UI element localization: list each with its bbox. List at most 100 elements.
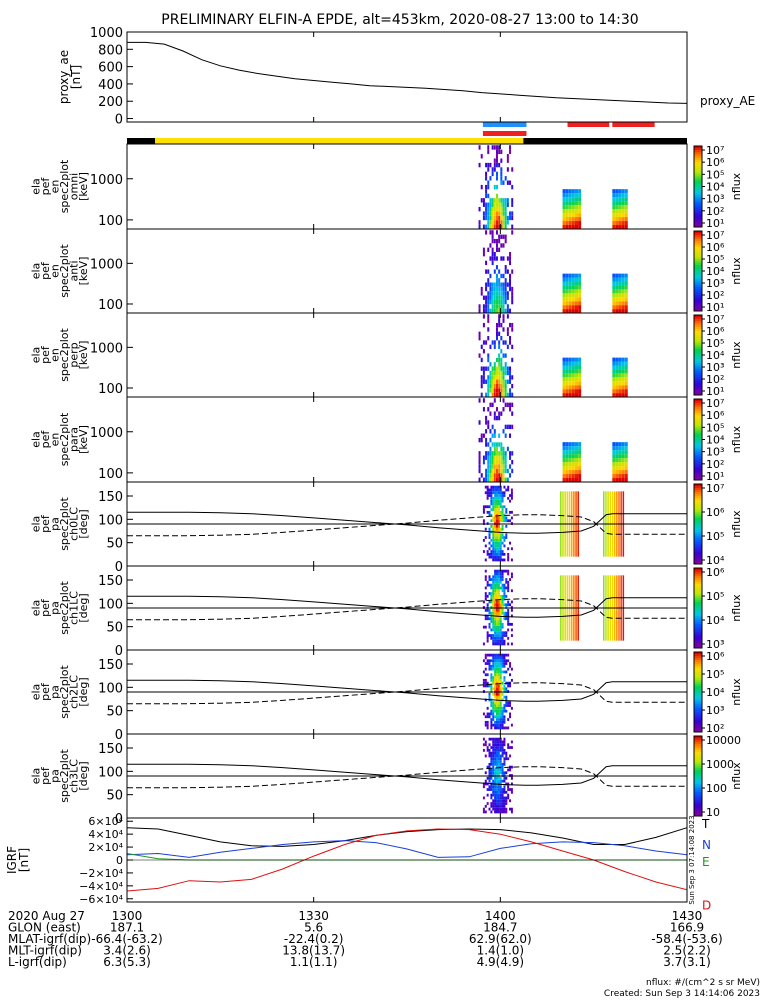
pitch-spectrogram-cell [488,692,491,696]
colorbar-cell [694,409,702,412]
spectrogram-cell [495,331,498,337]
pitch-panel-ylabel: spec2plot [58,497,71,551]
pitch-spectrogram-cell [492,583,495,587]
pitch-spectrogram-cell [495,628,498,632]
spectrogram-cell [575,301,578,306]
pitch-spectrogram-cell [503,558,506,562]
colorbar-cell [694,401,702,404]
colorbar-cell [694,241,702,244]
orbit-row-label: MLT-igrf(dip) [8,944,82,958]
pitch-spectrogram-cell [501,754,504,758]
spectrogram-cell [578,285,582,290]
pitch-spectrogram-cell [495,704,498,707]
colorbar-cell [694,417,702,420]
spectrogram-cell [487,145,490,150]
colorbar-cell [694,544,702,547]
spectrogram-cell [615,277,619,282]
pitch-spectrogram-cell [503,544,506,548]
pitch-spectrogram-cell [494,496,497,500]
pitch-spectrogram-cell [501,653,504,657]
pitch-spectrogram-cell [497,754,500,758]
pitch-spectrogram-cell [499,737,502,741]
spectrogram-cell [504,308,507,313]
colorbar-tick-label: 10⁵ [706,337,724,350]
pitch-spectrogram-cell [488,513,491,517]
pitch-spectrogram-cell [503,807,506,811]
spectrogram-cell [621,365,625,370]
spectrogram-cell [571,474,575,479]
pitch-spectrogram-cell [509,684,512,688]
colorbar-cell [694,806,702,809]
pitch-spectrogram-cell [507,558,510,562]
pitch-spectrogram-cell [503,748,506,752]
spectrogram-cell [502,429,505,434]
spectrogram-cell [571,361,575,366]
colorbar-cell [694,780,702,783]
colorbar-cell [694,778,702,781]
colorbar-cell [694,712,702,715]
colorbar-cell [694,770,702,773]
spectrogram-cell [621,225,625,229]
spectrogram-cell [571,301,575,306]
spectrogram-cell [498,411,501,416]
spectrogram-cell [618,277,622,282]
spectrogram-cell [509,392,512,397]
pitch-spectrogram-cell [490,810,493,814]
spectrogram-cell [491,238,494,244]
pitch-spectrogram-cell [499,634,502,637]
pitch-spectrogram-cell [490,620,493,623]
colorbar-cell [694,626,702,629]
spectrogram-cell [500,308,503,313]
spectrogram-cell [575,293,578,298]
colorbar-cell [694,469,702,473]
spectrogram-cell [502,282,505,287]
pitch-spectrogram-cell [482,642,485,646]
spectrogram-cell [624,309,628,313]
spectrogram-cell [506,282,509,287]
pitch-spectrogram-cell [505,802,508,805]
spectrogram-cell [485,176,488,181]
spectrogram-cell [612,285,616,290]
spectrogram-cell [571,369,575,374]
colorbar-cell [694,606,702,609]
spectrogram-cell [498,149,501,155]
spectrogram-cell [621,361,625,366]
pitch-spectrogram-cell [510,608,513,612]
spectrogram-cell [500,455,503,460]
spectrogram-cell [568,225,572,229]
spectrogram-cell [498,451,501,456]
colorbar-cell [694,210,702,214]
colorbar-tick-label: 10² [706,205,724,218]
colorbar-cell [694,154,702,157]
spectrogram-cell [511,224,514,229]
pitch-spectrogram-cell [499,494,502,497]
pitch-spectrogram-cell [501,656,504,660]
spectrogram-cell [618,458,622,463]
pitch-spectrogram-cell [497,533,500,537]
spectrogram-cell [612,474,616,479]
energy-panel-ylabel: [keV] [77,425,90,454]
spectrogram-cell [575,277,578,282]
proxy-ae-ytick-label: 0 [115,113,123,128]
pitch-spectrogram-cell [494,785,497,789]
colorbar-cell [694,188,702,192]
pitch-spectrogram-cell [501,726,504,730]
pitch-spectrogram-cell [494,692,497,696]
spectrogram-cell [578,309,582,313]
energy-panel-ylabel: pef [39,430,52,449]
spectrogram-cell [487,455,490,460]
spectrogram-cell [487,193,490,199]
colorbar-tick-label: 10 [706,806,720,819]
colorbar-cell [694,265,702,268]
pitch-spectrogram-cell [499,555,502,559]
pitch-spectrogram-cell [499,617,502,621]
pitch-spectrogram-cell [499,653,502,657]
colorbar-cell [694,808,702,811]
pitch-spectrogram-cell [497,751,500,755]
pitch-spectrogram-cell [499,499,502,503]
spectrogram-cell [562,293,566,298]
spectrogram-cell [506,314,509,319]
spectrogram-cell [621,293,625,298]
spectrogram-cell [485,455,488,460]
pitch-spectrogram-cell [509,499,512,503]
